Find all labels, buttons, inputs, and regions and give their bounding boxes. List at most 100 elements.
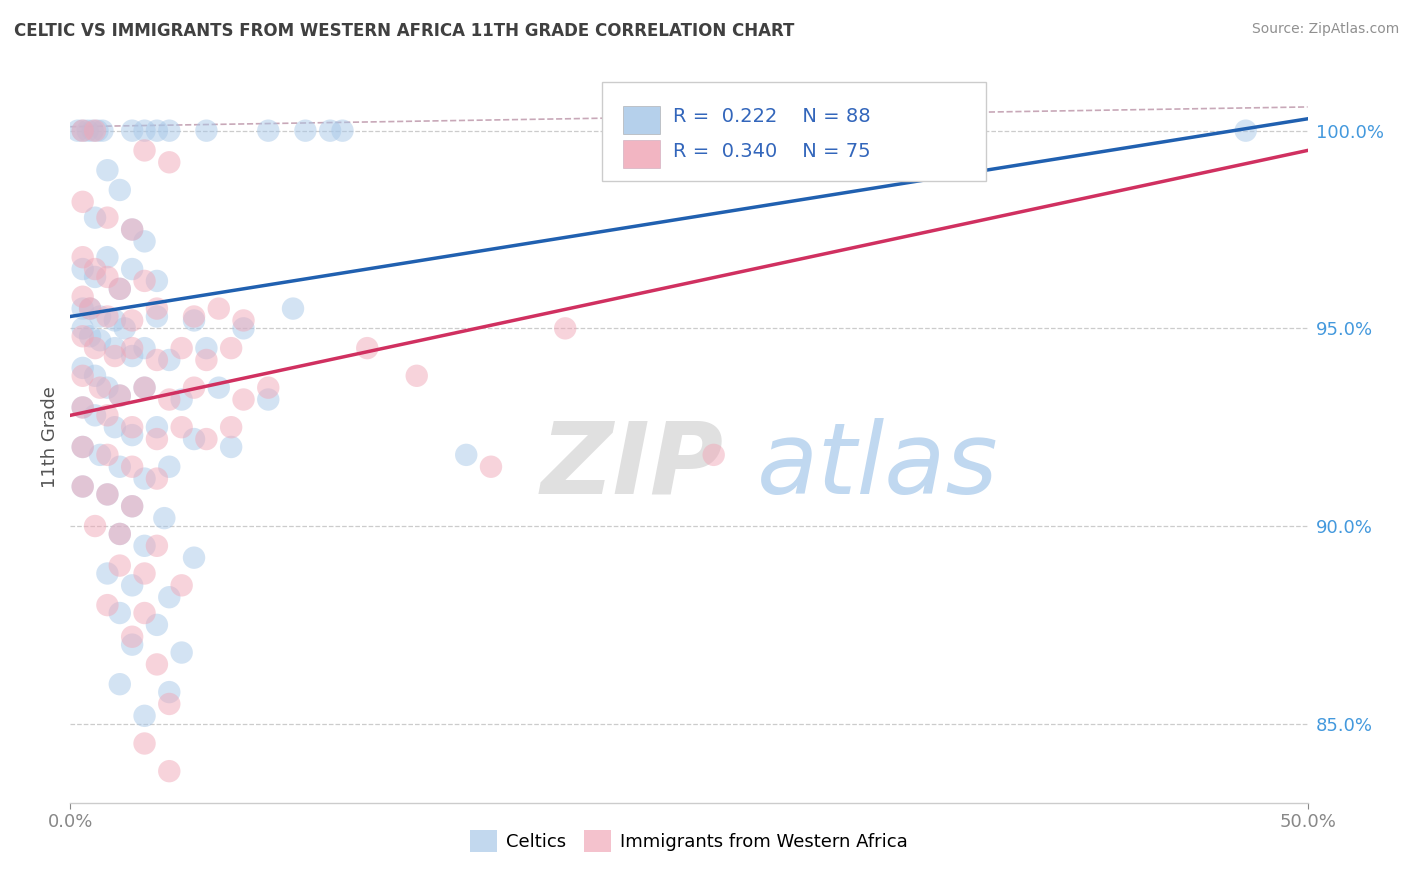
Point (183, 310, 205, 324)
Point (72, 368, 94, 383)
Point (72, 401, 94, 415)
Point (257, 123, 280, 137)
Point (219, 420, 242, 434)
Point (146, 310, 169, 324)
Point (157, 353, 180, 368)
Point (134, 381, 156, 395)
Point (72, 194, 94, 209)
Point (703, 448, 725, 462)
Point (72, 301, 94, 316)
Point (108, 677, 131, 691)
Point (195, 341, 218, 355)
Point (104, 313, 127, 327)
Point (157, 764, 180, 779)
Point (108, 388, 131, 402)
Point (281, 301, 304, 316)
Point (146, 274, 169, 288)
Point (84, 123, 107, 137)
Point (72, 401, 94, 415)
Point (257, 381, 280, 395)
Point (157, 392, 180, 407)
Point (294, 123, 316, 137)
Point (170, 646, 193, 660)
Point (104, 341, 127, 355)
Point (96, 211, 118, 225)
Point (66, 123, 89, 137)
Point (108, 388, 131, 402)
Point (208, 381, 231, 395)
Point (108, 527, 131, 541)
Point (121, 500, 143, 514)
Point (108, 558, 131, 573)
Point (170, 341, 193, 355)
Point (319, 123, 342, 137)
Point (72, 250, 94, 264)
Point (195, 353, 218, 368)
Point (79, 329, 101, 343)
Point (86, 123, 108, 137)
Point (96, 409, 118, 423)
Legend: Celtics, Immigrants from Western Africa: Celtics, Immigrants from Western Africa (463, 823, 915, 860)
Point (121, 222, 143, 236)
Point (72, 321, 94, 335)
Point (108, 183, 131, 197)
Point (91, 123, 114, 137)
Point (134, 235, 156, 249)
Point (121, 222, 143, 236)
Point (332, 123, 354, 137)
Point (84, 519, 107, 533)
Point (72, 440, 94, 454)
Point (157, 155, 180, 169)
Point (108, 459, 131, 474)
Point (96, 598, 118, 612)
Text: CELTIC VS IMMIGRANTS FROM WESTERN AFRICA 11TH GRADE CORRELATION CHART: CELTIC VS IMMIGRANTS FROM WESTERN AFRICA… (14, 22, 794, 40)
Point (114, 321, 136, 335)
Point (76, 123, 98, 137)
Point (134, 341, 156, 355)
FancyBboxPatch shape (623, 106, 661, 134)
Point (79, 301, 101, 316)
Point (104, 349, 127, 363)
FancyBboxPatch shape (623, 140, 661, 168)
Point (96, 310, 118, 324)
Point (157, 459, 180, 474)
Point (146, 301, 169, 316)
Point (219, 440, 242, 454)
Point (84, 211, 107, 225)
Point (89, 448, 111, 462)
Point (195, 123, 218, 137)
Text: atlas: atlas (756, 417, 998, 515)
Text: Source: ZipAtlas.com: Source: ZipAtlas.com (1251, 22, 1399, 37)
Point (157, 123, 180, 137)
Point (146, 657, 169, 672)
Point (356, 341, 378, 355)
Point (84, 409, 107, 423)
Point (104, 420, 127, 434)
Point (170, 578, 193, 592)
Point (146, 420, 169, 434)
Point (121, 123, 143, 137)
Point (134, 144, 156, 158)
Point (146, 123, 169, 137)
Point (134, 274, 156, 288)
Point (96, 487, 118, 501)
Point (84, 368, 107, 383)
Point (157, 685, 180, 699)
Point (208, 301, 231, 316)
Point (146, 618, 169, 632)
Point (121, 313, 143, 327)
Point (79, 301, 101, 316)
Point (157, 591, 180, 605)
Point (72, 360, 94, 375)
Text: R =  0.340    N = 75: R = 0.340 N = 75 (673, 143, 870, 161)
Point (405, 368, 427, 383)
Point (479, 459, 502, 474)
Point (84, 341, 107, 355)
Point (257, 392, 280, 407)
Point (134, 606, 156, 620)
Point (96, 487, 118, 501)
Point (134, 539, 156, 553)
Point (96, 163, 118, 178)
Point (146, 472, 169, 486)
Point (72, 440, 94, 454)
